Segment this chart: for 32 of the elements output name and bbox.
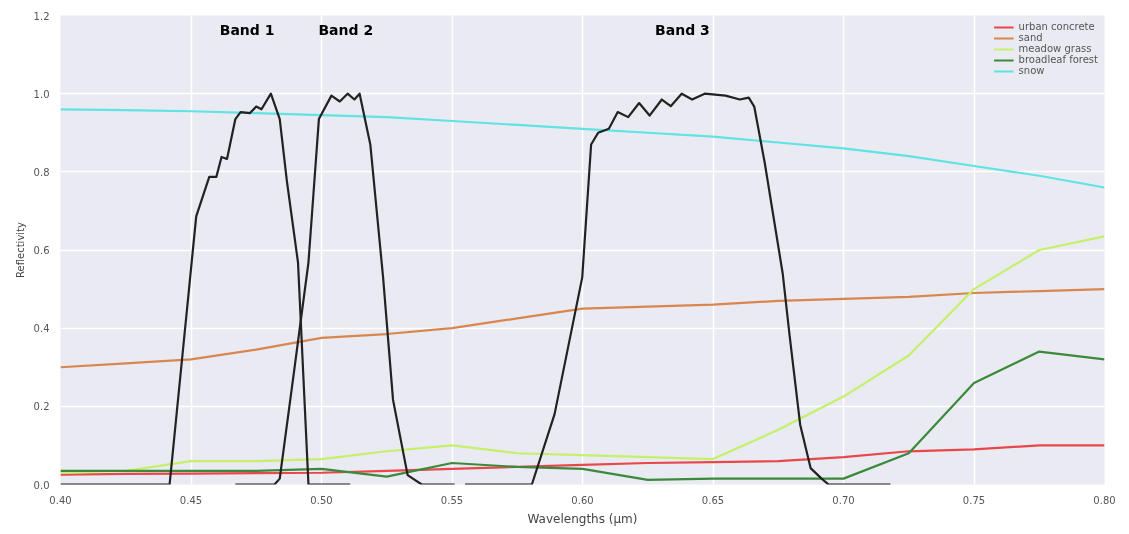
line-series xyxy=(60,444,1105,476)
y-tick-label: 1.0 xyxy=(33,88,50,100)
y-tick-label: 0.4 xyxy=(33,323,50,335)
x-tick-label: 0.75 xyxy=(962,494,986,506)
x-tick-label: 0.60 xyxy=(571,494,594,506)
annotation: Band 3 xyxy=(655,21,710,38)
x-tick-label: 0.50 xyxy=(310,494,333,506)
x-axis-title: Wavelengths (µm) xyxy=(527,511,638,526)
x-tick-label: 0.40 xyxy=(49,494,72,506)
line-series xyxy=(60,350,1105,481)
x-tick-label: 0.45 xyxy=(179,494,203,506)
annotation: Band 1 xyxy=(219,21,275,38)
legend-label: sand xyxy=(1018,32,1043,43)
legend-label: snow xyxy=(1018,65,1045,76)
legend-label: urban concrete xyxy=(1018,21,1095,32)
annotation: Band 2 xyxy=(318,21,374,38)
y-tick-label: 0.8 xyxy=(33,166,50,178)
x-tick-label: 0.70 xyxy=(832,494,855,506)
y-tick-label: 0.2 xyxy=(33,401,50,413)
y-axis-title: Reflectivity xyxy=(14,222,26,278)
line-series xyxy=(60,235,1105,474)
line-series xyxy=(60,108,1105,189)
x-tick-label: 0.80 xyxy=(1093,494,1116,506)
x-tick-label: 0.55 xyxy=(440,494,464,506)
y-tick-label: 1.2 xyxy=(33,10,50,22)
x-tick-label: 0.65 xyxy=(701,494,725,506)
y-tick-label: 0.6 xyxy=(33,245,50,256)
y-tick-label: 0.0 xyxy=(33,479,50,491)
legend-label: broadleaf forest xyxy=(1018,54,1098,65)
legend-label: meadow grass xyxy=(1018,43,1092,54)
line-series xyxy=(463,92,892,485)
line-series xyxy=(60,287,1105,369)
